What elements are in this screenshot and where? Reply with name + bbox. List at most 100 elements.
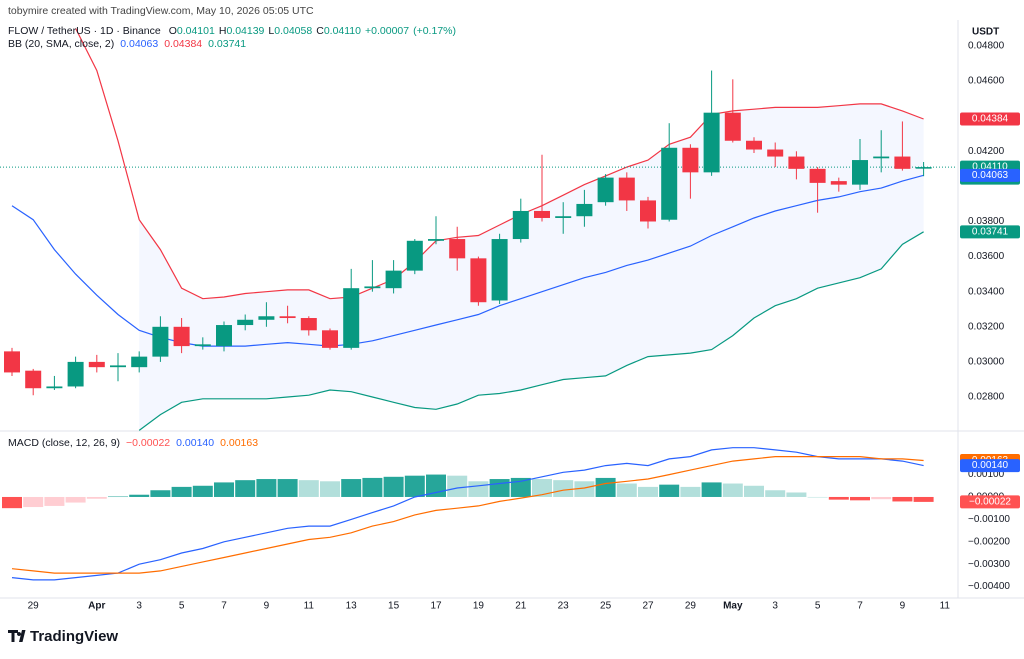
y-tick-label: 0.03200 <box>968 321 1005 332</box>
histogram-bar <box>510 477 531 497</box>
price-marker-label: 0.04110 <box>972 162 1008 173</box>
macd-pane <box>2 447 934 581</box>
histogram-bar <box>298 480 319 497</box>
candle-body <box>216 325 232 347</box>
x-tick-label: 9 <box>900 601 906 612</box>
price-marker <box>960 112 1020 126</box>
histogram-bar <box>574 481 595 497</box>
unit-label: USDT <box>972 27 999 38</box>
candle-body <box>534 210 550 218</box>
candle-body <box>237 319 254 326</box>
candle-body <box>724 112 741 141</box>
legend-text: 0.04101 <box>177 25 215 37</box>
x-tick-label: 17 <box>430 601 442 612</box>
histogram-bar <box>404 475 425 497</box>
x-tick-label: 3 <box>136 601 142 612</box>
candle-body <box>873 156 890 159</box>
y-tick-label: 0.03400 <box>968 286 1005 297</box>
y-tick-label: 0.03800 <box>968 216 1005 227</box>
candle-body <box>322 330 338 348</box>
histogram-bar <box>23 496 44 508</box>
price-marker <box>960 495 1020 509</box>
legend-text: FLOW / TetherUS · 1D · Binance <box>8 25 161 37</box>
histogram-bar <box>744 485 764 497</box>
legend-text: 0.00163 <box>220 437 258 449</box>
histogram-bar <box>595 477 616 497</box>
candle-body <box>152 326 169 357</box>
legend-text: 0.04139 <box>226 25 264 37</box>
price-marker-label: 0.00140 <box>972 460 1009 471</box>
candle-body <box>46 386 63 389</box>
histogram-bar <box>150 490 171 497</box>
y-tick-label: 0.02800 <box>968 392 1005 403</box>
x-tick-label: 11 <box>304 601 315 612</box>
histogram-bar <box>129 494 150 497</box>
histogram-bar <box>256 479 277 497</box>
x-tick-label: 15 <box>388 601 400 612</box>
histogram-bar <box>786 492 807 497</box>
price-marker <box>960 168 1020 182</box>
candle-body <box>279 316 296 319</box>
y-tick-label: 0.04600 <box>968 76 1005 87</box>
histogram-bar <box>192 485 213 497</box>
histogram-bar <box>532 479 552 497</box>
x-tick-label: May <box>723 601 743 612</box>
legend: FLOW / TetherUS · 1D · Binance O0.04101 H0… <box>8 25 456 37</box>
histogram-bar <box>871 496 892 500</box>
candle-body <box>364 286 381 289</box>
histogram-bar <box>320 481 340 497</box>
histogram-bar <box>722 483 743 497</box>
candle-body <box>449 239 466 259</box>
histogram-bar <box>659 484 680 497</box>
candle-body <box>640 200 656 222</box>
histogram-bar <box>362 477 383 497</box>
candle-body <box>809 168 826 183</box>
histogram-bar <box>86 496 107 499</box>
price-pane <box>0 28 955 431</box>
candle-body <box>67 361 84 387</box>
x-tick-label: 25 <box>600 601 612 612</box>
candle-body <box>788 156 805 169</box>
legend-text: MACD (close, 12, 26, 9) <box>8 437 120 449</box>
candle-body <box>703 112 720 173</box>
histogram-bar <box>701 482 722 497</box>
candle-body <box>894 156 911 169</box>
legend-text: 0.03741 <box>208 38 246 50</box>
histogram-bar <box>2 496 22 509</box>
histogram-bar <box>235 480 256 497</box>
candle-body <box>767 149 784 157</box>
histogram-bar <box>553 480 574 497</box>
x-tick-label: 5 <box>179 601 185 612</box>
candle-body <box>131 356 148 368</box>
price-marker <box>960 225 1020 239</box>
legend-text: 0.04058 <box>274 25 312 37</box>
bb-line <box>75 28 924 300</box>
candle-body <box>830 181 847 185</box>
candle-body <box>470 258 487 303</box>
credit: tobymire created with TradingView.com, M… <box>8 5 314 17</box>
candle-body <box>428 239 444 241</box>
histogram-bar <box>828 496 849 500</box>
x-tick-label: 27 <box>642 601 654 612</box>
candle-body <box>385 270 402 289</box>
histogram-bar <box>850 496 870 501</box>
x-tick-label: 29 <box>685 601 697 612</box>
legend-text: H <box>219 25 227 37</box>
histogram-bar <box>44 496 65 506</box>
legend-text: L <box>268 25 274 37</box>
band-fill <box>139 103 924 431</box>
candle-body <box>4 351 20 373</box>
x-tick-label: 3 <box>772 601 778 612</box>
candle-body <box>576 203 593 217</box>
x-tick-label: 13 <box>346 601 358 612</box>
histogram-bar <box>277 479 298 497</box>
candle-body <box>300 318 317 331</box>
histogram-bar <box>171 486 192 497</box>
candle-body <box>88 361 105 368</box>
histogram-bar <box>468 481 489 497</box>
candle-body <box>852 160 868 185</box>
x-tick-label: 21 <box>515 601 527 612</box>
